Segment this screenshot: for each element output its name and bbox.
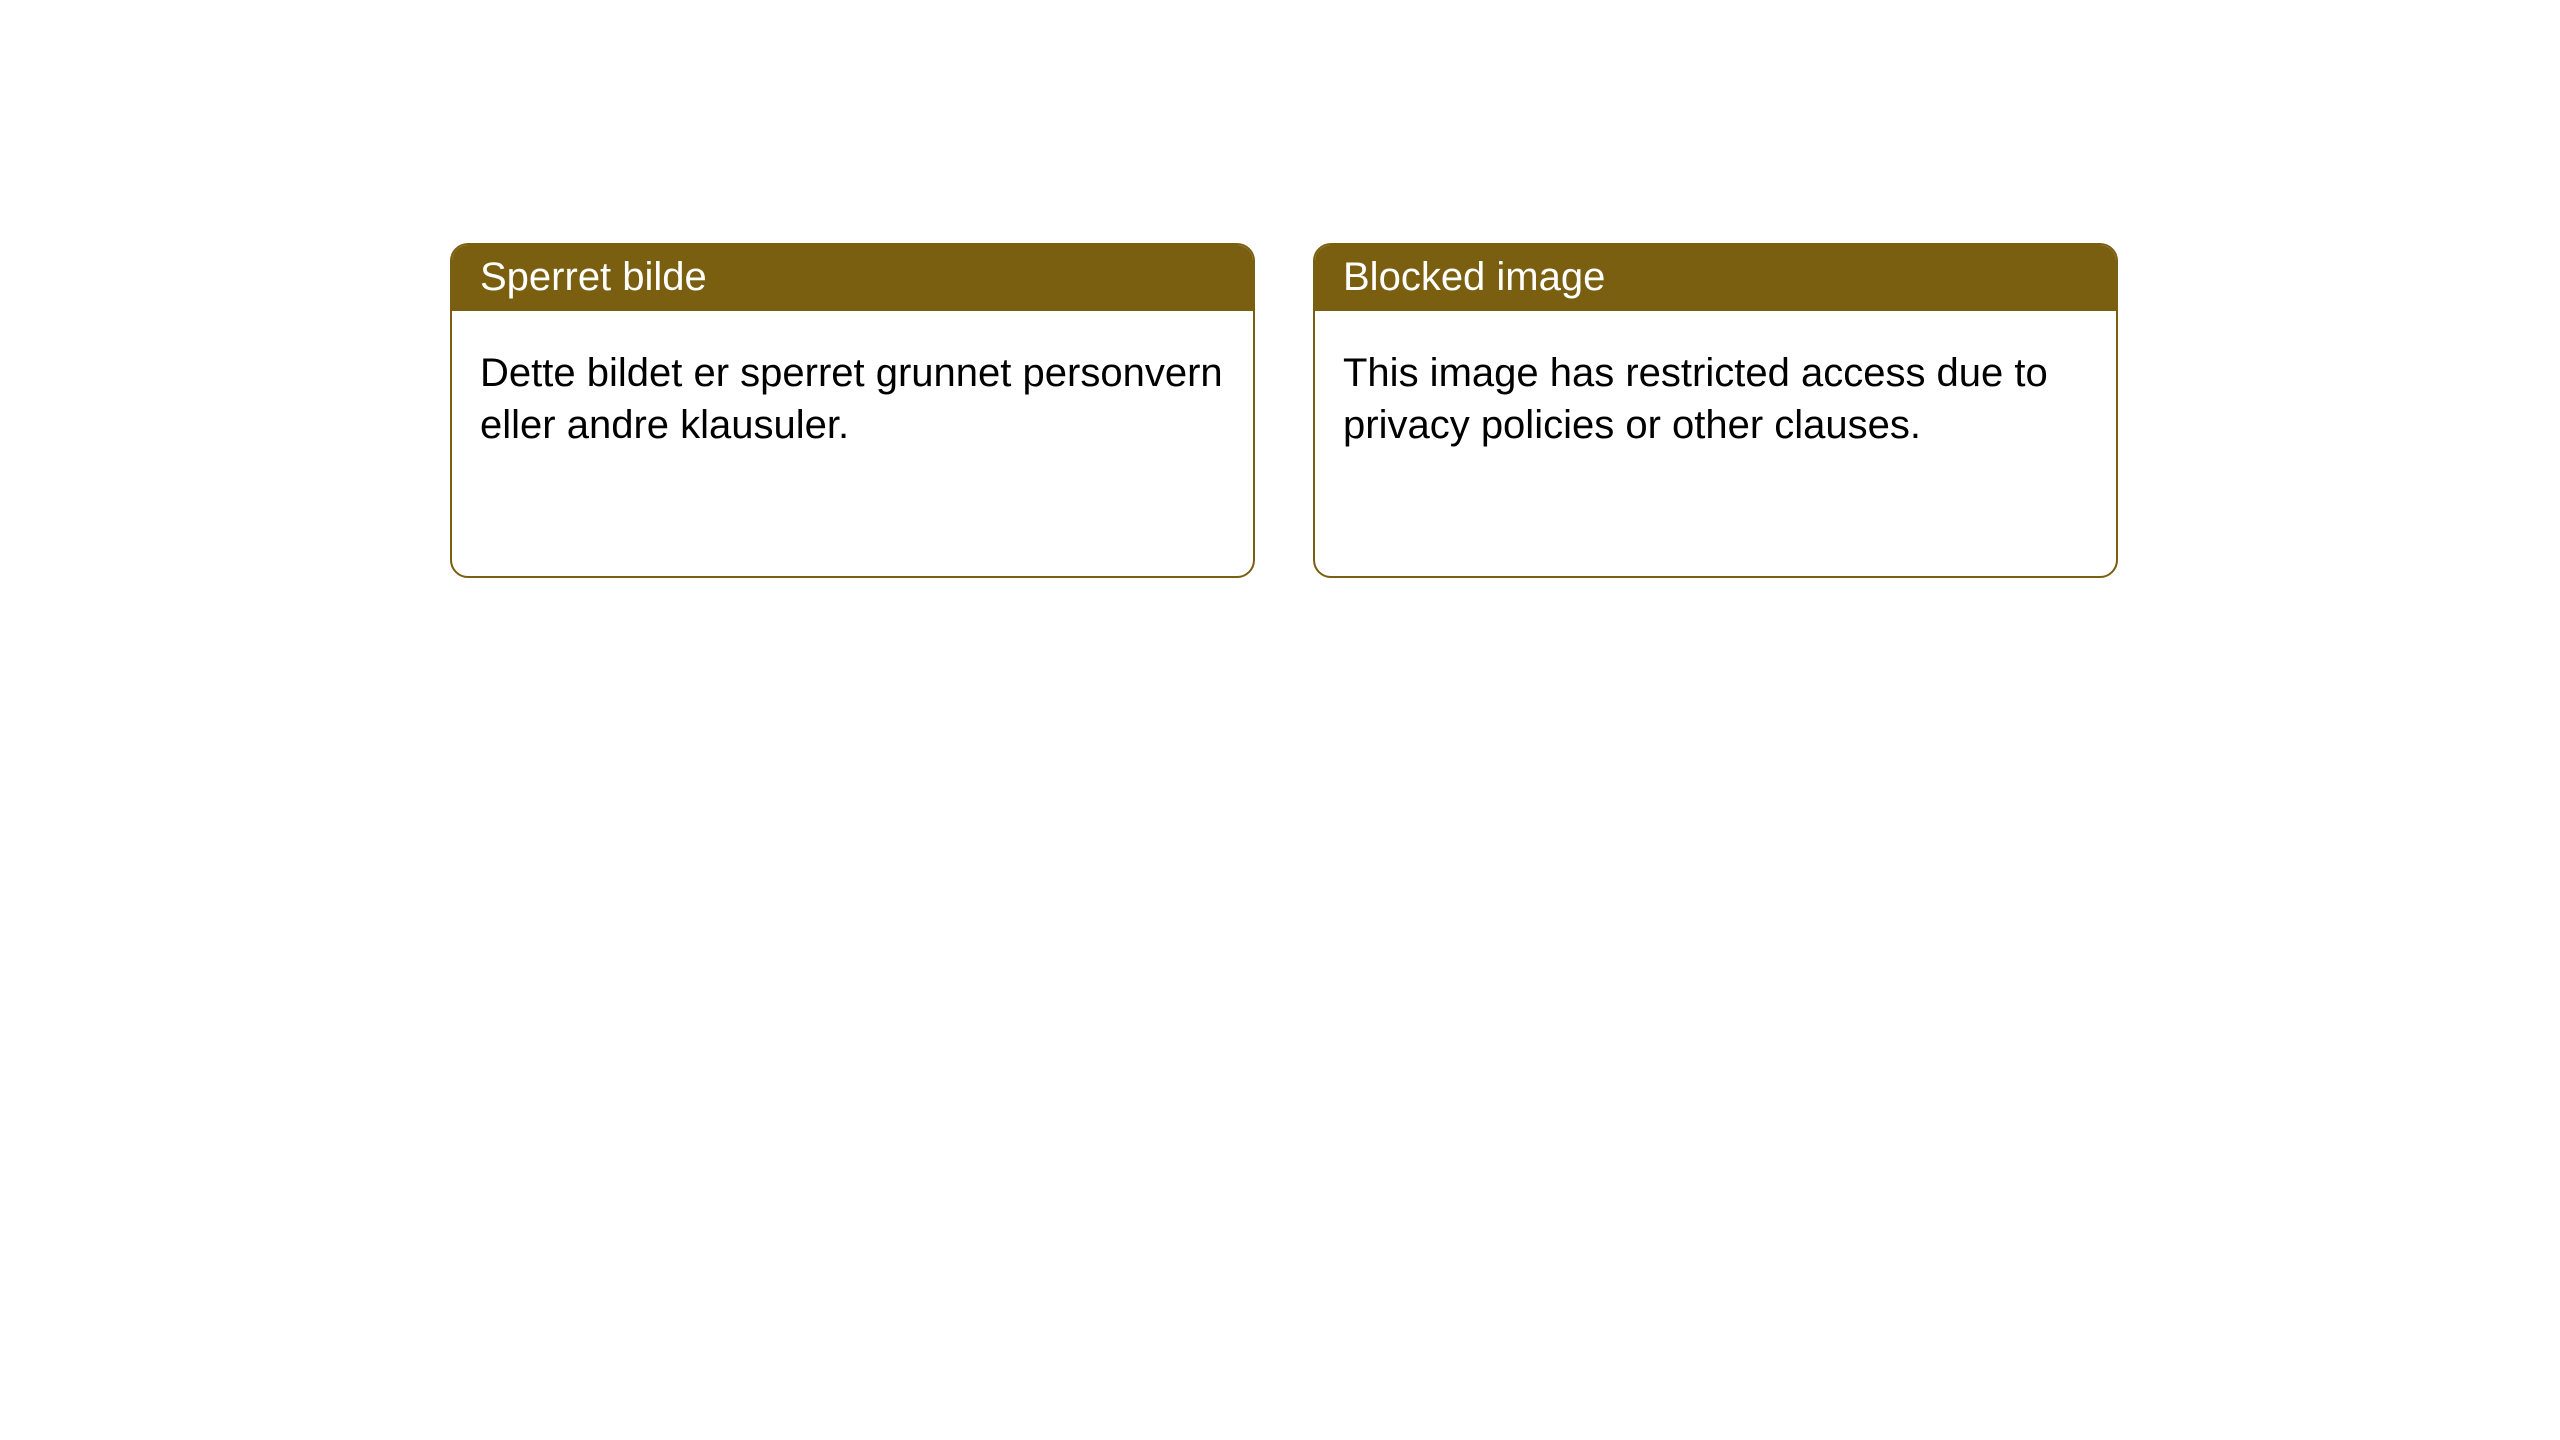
card-title-en: Blocked image (1343, 255, 1605, 299)
card-body-text-no: Dette bildet er sperret grunnet personve… (480, 351, 1223, 447)
card-body-no: Dette bildet er sperret grunnet personve… (452, 311, 1253, 487)
card-title-no: Sperret bilde (480, 255, 707, 299)
blocked-image-card-no: Sperret bilde Dette bildet er sperret gr… (450, 243, 1255, 578)
card-header-en: Blocked image (1315, 245, 2116, 311)
card-body-en: This image has restricted access due to … (1315, 311, 2116, 487)
card-body-text-en: This image has restricted access due to … (1343, 351, 2048, 447)
card-container: Sperret bilde Dette bildet er sperret gr… (0, 0, 2560, 578)
blocked-image-card-en: Blocked image This image has restricted … (1313, 243, 2118, 578)
card-header-no: Sperret bilde (452, 245, 1253, 311)
